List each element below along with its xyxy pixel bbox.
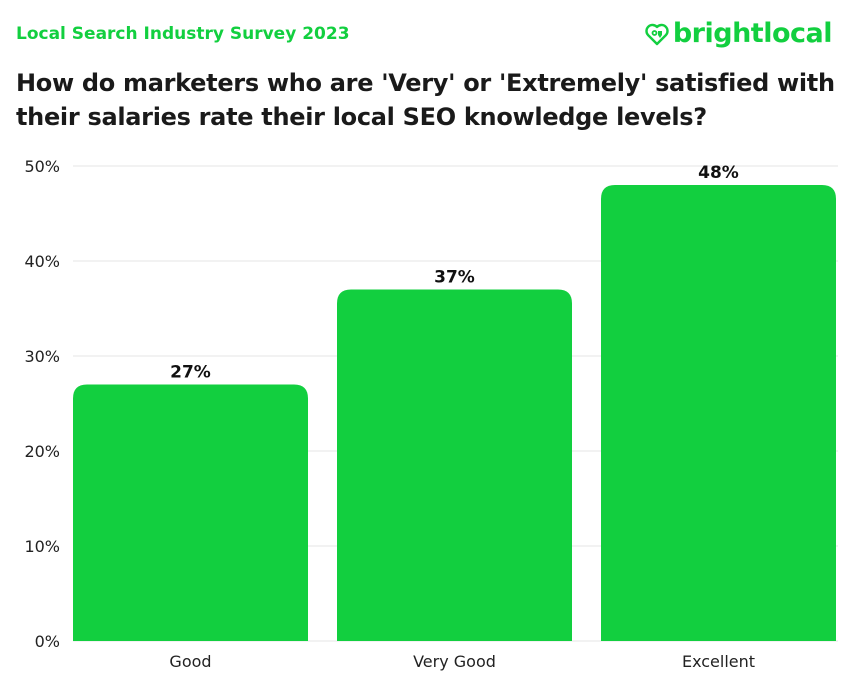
- bar-excellent: [601, 185, 836, 641]
- x-category-label: Excellent: [682, 652, 755, 671]
- bar-very-good: [337, 289, 572, 641]
- x-category-label: Very Good: [413, 652, 496, 671]
- y-tick-label: 10%: [24, 537, 60, 556]
- heart-pin-icon: [645, 23, 669, 45]
- bar-good: [73, 384, 308, 641]
- logo-text: brightlocal: [672, 18, 833, 49]
- y-tick-label: 20%: [24, 442, 60, 461]
- y-tick-label: 0%: [35, 632, 60, 651]
- y-tick-label: 30%: [24, 347, 60, 366]
- y-tick-label: 50%: [24, 157, 60, 176]
- data-label: 37%: [434, 268, 475, 288]
- chart-title: How do marketers who are 'Very' or 'Extr…: [16, 69, 835, 131]
- x-category-label: Good: [169, 652, 211, 671]
- brightlocal-logo: brightlocal: [645, 18, 833, 49]
- survey-subtitle: Local Search Industry Survey 2023: [16, 24, 350, 44]
- y-tick-label: 40%: [24, 252, 60, 271]
- data-label: 27%: [170, 363, 211, 383]
- data-label: 48%: [698, 163, 739, 183]
